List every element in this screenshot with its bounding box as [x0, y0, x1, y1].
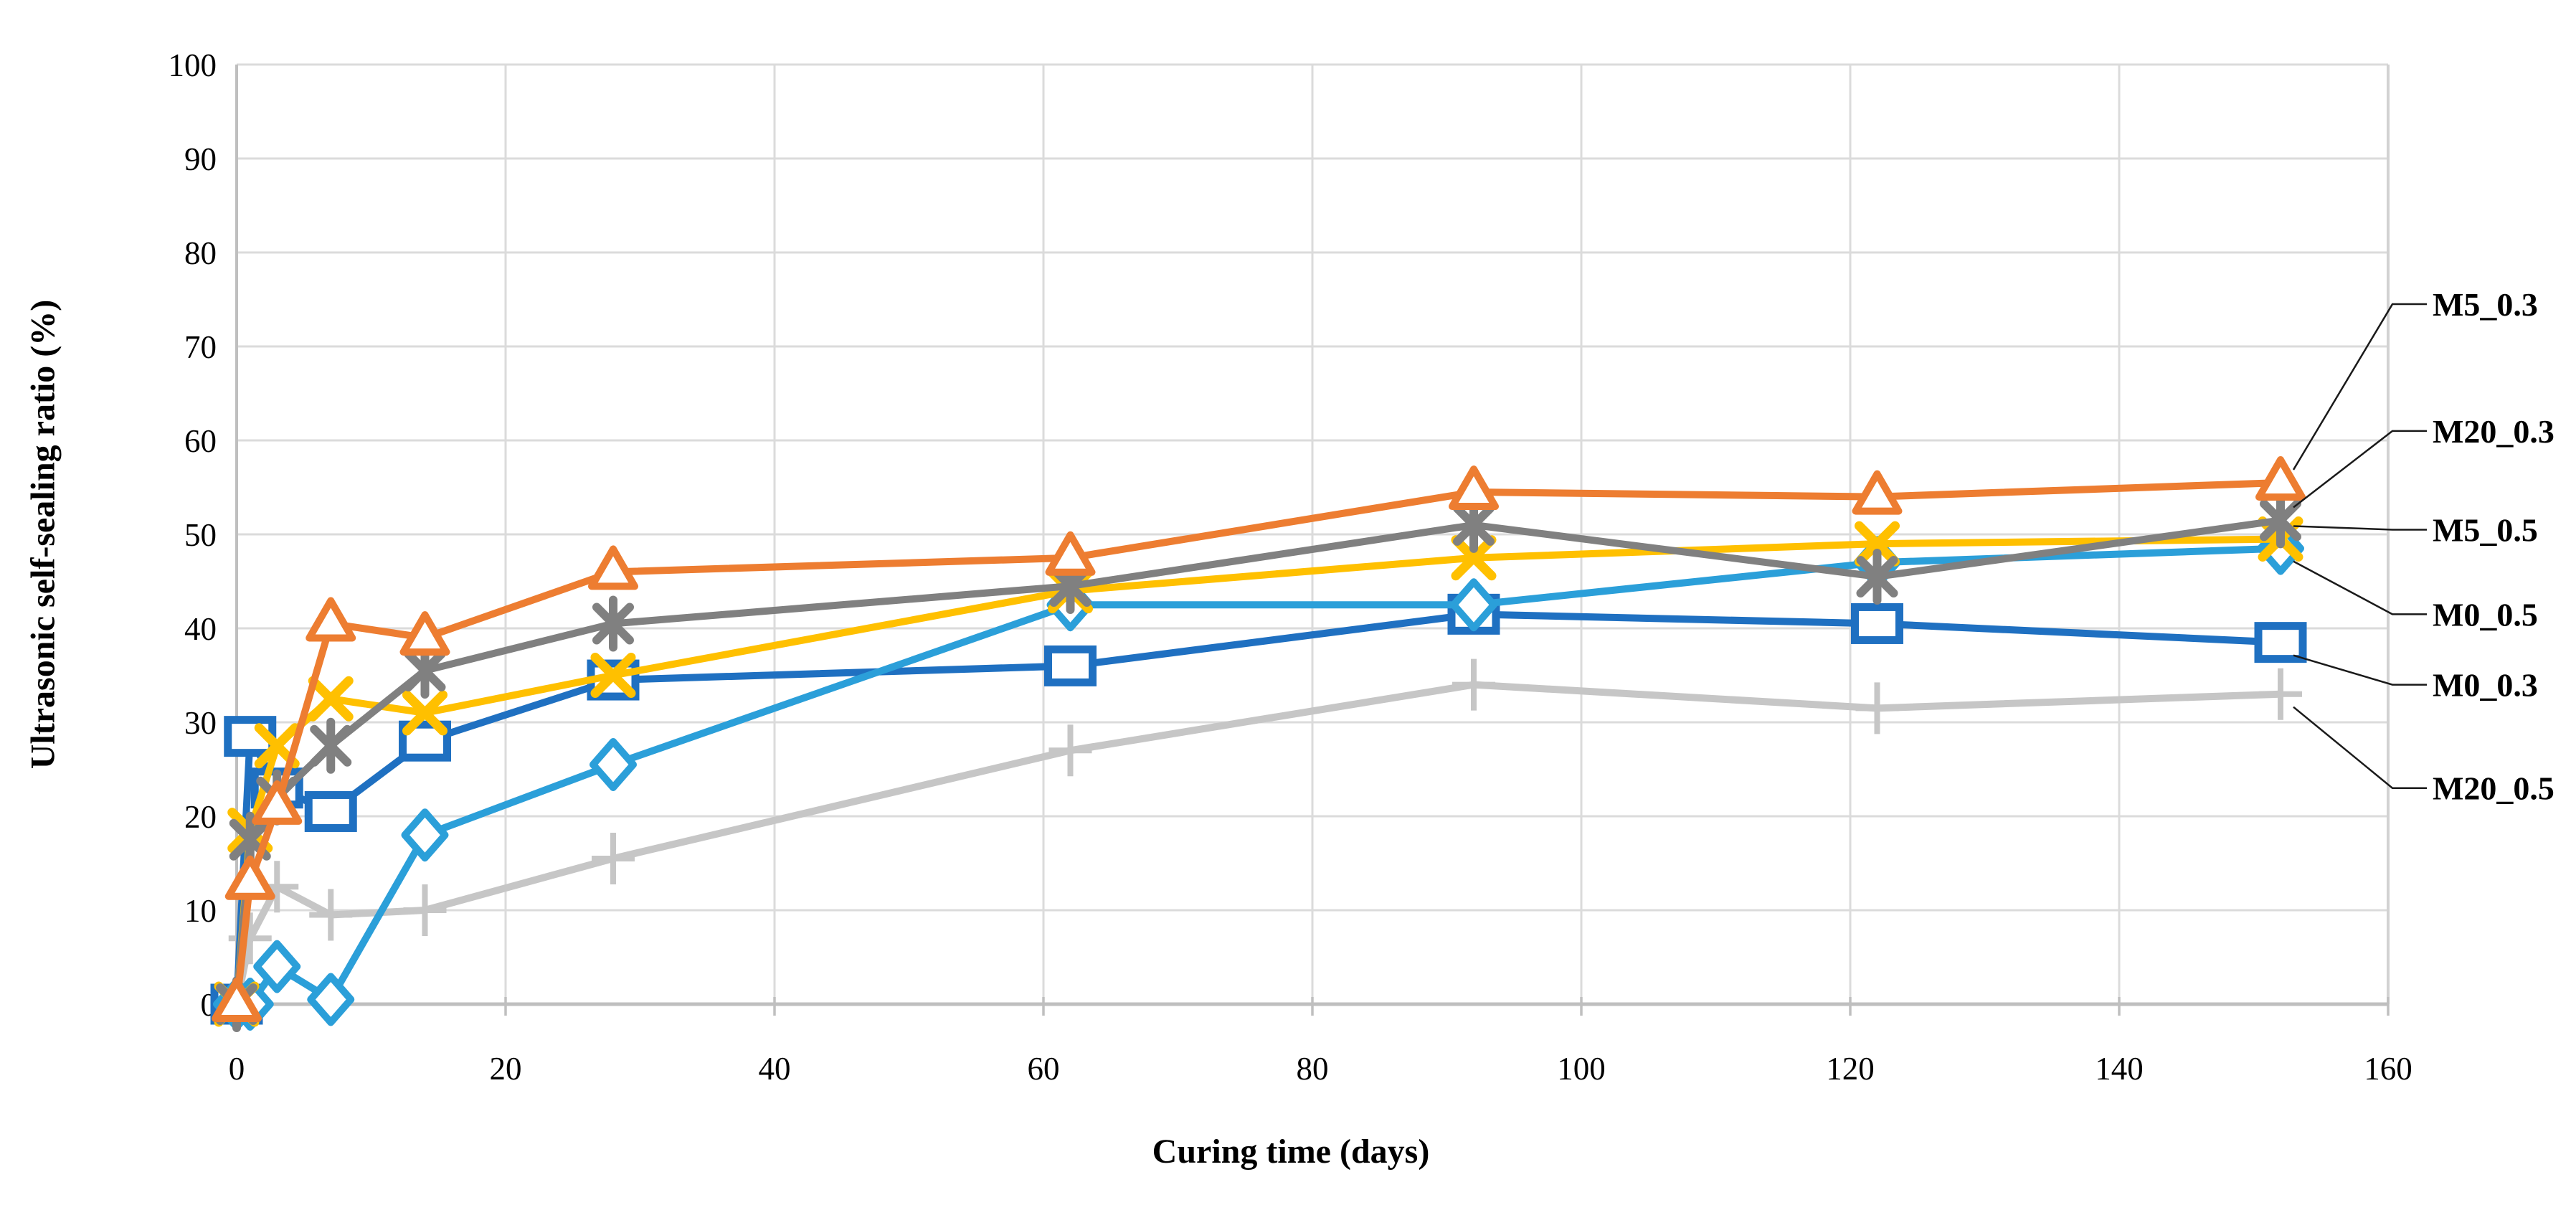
y-tick-label: 70 [184, 329, 217, 365]
series-callout-label-M20_0.3: M20_0.3 [2433, 413, 2554, 450]
leader-line-M0_0.3 [2293, 654, 2427, 686]
marker-triangle [224, 855, 275, 900]
marker-triangle [1449, 466, 1499, 511]
leader-line-M5_0.3 [2292, 303, 2427, 471]
y-tick-label: 10 [184, 893, 217, 929]
leader-line-M20_0.3 [2293, 430, 2427, 509]
leader-line-M5_0.5 [2293, 525, 2427, 531]
y-tick-label: 30 [184, 705, 217, 741]
x-tick-label: 120 [1826, 1051, 1875, 1087]
marker-x [1451, 535, 1497, 581]
x-tick-label: 100 [1557, 1051, 1606, 1087]
marker-triangle [1045, 531, 1096, 576]
x-tick-label: 0 [229, 1051, 245, 1087]
marker-plus [228, 912, 272, 965]
leader-line-M20_0.5 [2293, 706, 2427, 789]
y-tick-label: 60 [184, 423, 217, 459]
marker-triangle [306, 597, 356, 642]
series-callout-label-M0_0.5: M0_0.5 [2433, 596, 2538, 633]
y-tick-label: 50 [184, 517, 217, 553]
marker-triangle [252, 780, 303, 825]
x-tick-label: 40 [759, 1051, 791, 1087]
marker-plus [1048, 724, 1092, 777]
series-callout-label-M5_0.3: M5_0.3 [2433, 286, 2538, 323]
marker-triangle [588, 545, 638, 590]
marker-x [308, 676, 354, 722]
x-axis-title: Curing time (days) [1152, 1133, 1430, 1171]
marker-star [1856, 548, 1898, 605]
marker-x [402, 690, 448, 736]
marker-square [1851, 602, 1903, 644]
marker-square [2254, 622, 2307, 663]
series-line-M20_0.5 [233, 681, 2284, 1008]
series-callout-label-M20_0.5: M20_0.5 [2433, 770, 2554, 807]
marker-triangle [399, 611, 450, 656]
x-tick-label: 80 [1297, 1051, 1329, 1087]
series-callout-label-M0_0.3: M0_0.3 [2433, 667, 2538, 704]
y-axis-title: Ultrasonic self-sealing ratio (%) [24, 299, 62, 770]
marker-triangle [1852, 470, 1903, 515]
series-callout-label-M5_0.5: M5_0.5 [2433, 511, 2538, 548]
y-tick-label: 100 [169, 47, 217, 83]
marker-plus [1855, 682, 1899, 734]
marker-star [310, 717, 352, 774]
marker-plus [592, 832, 635, 884]
y-tick-label: 80 [184, 235, 217, 271]
marker-diamond [589, 737, 637, 791]
leader-line-M0_0.5 [2293, 560, 2427, 615]
marker-triangle [2255, 455, 2306, 501]
marker-plus [309, 889, 353, 941]
marker-square [1044, 645, 1097, 686]
series-line-M5_0.3 [233, 478, 2284, 1008]
marker-x [590, 653, 636, 698]
marker-plus [403, 884, 447, 936]
marker-star [2260, 492, 2301, 549]
marker-diamond [401, 808, 449, 862]
marker-diamond [253, 940, 301, 993]
x-tick-label: 20 [490, 1051, 522, 1087]
marker-plus [2259, 668, 2302, 720]
series-line-M0_0.5 [233, 544, 2284, 1008]
marker-diamond [307, 973, 355, 1026]
y-tick-label: 90 [184, 141, 217, 177]
marker-x [1855, 521, 1900, 567]
marker-square [304, 790, 357, 832]
marker-diamond [1450, 578, 1497, 632]
y-tick-label: 40 [184, 611, 217, 647]
marker-plus [1452, 658, 1495, 711]
x-tick-label: 140 [2095, 1051, 2144, 1087]
marker-star [592, 595, 634, 652]
x-tick-label: 60 [1028, 1051, 1060, 1087]
y-tick-label: 20 [184, 799, 217, 835]
marker-triangle [212, 978, 262, 1022]
x-tick-label: 160 [2364, 1051, 2412, 1087]
